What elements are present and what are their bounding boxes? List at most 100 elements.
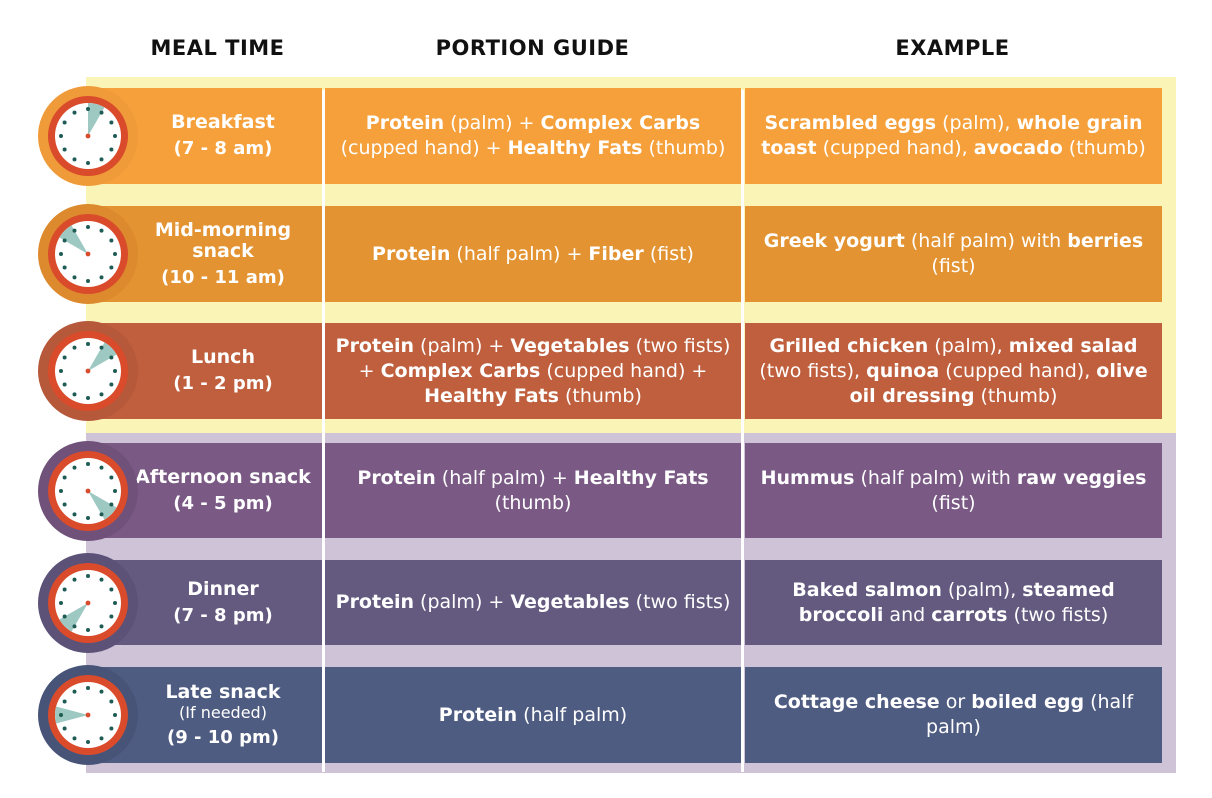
- bold-term: Cottage cheese: [773, 691, 940, 713]
- bold-term: boiled egg: [971, 691, 1085, 713]
- portion-guide-cell: Protein (palm) + Complex Carbs (cupped h…: [325, 88, 741, 184]
- clock-tick: [72, 110, 77, 115]
- example-cell: Hummus (half palm) with raw veggies (fis…: [745, 443, 1162, 538]
- bold-term: Protein: [357, 466, 436, 489]
- example-text: Baked salmon (palm), steamed broccoli an…: [753, 578, 1154, 628]
- plain-text: (palm),: [928, 334, 1009, 357]
- bold-term: Fiber: [588, 242, 644, 265]
- clock-tick: [62, 475, 67, 479]
- bold-term: quinoa: [866, 359, 940, 382]
- plain-text: (palm) +: [414, 591, 511, 613]
- clock-tick: [113, 600, 117, 605]
- example-cell: Baked salmon (palm), steamed broccoli an…: [745, 560, 1162, 645]
- meal-name: Afternoon snack: [135, 465, 311, 488]
- plain-text: (half palm) +: [450, 242, 589, 265]
- bold-term: steamed broccoli: [798, 578, 1115, 626]
- clock-tick: [99, 623, 104, 628]
- example-cell: Scrambled eggs (palm), whole grain toast…: [745, 88, 1162, 184]
- plain-text: (thumb): [494, 491, 572, 514]
- plain-text: (cupped hand),: [816, 137, 974, 159]
- plain-text: (cupped hand) +: [540, 359, 708, 382]
- header-portion-guide: PORTION GUIDE: [435, 36, 630, 60]
- clock-tick: [99, 157, 104, 162]
- plain-text: (fist): [643, 242, 694, 265]
- plain-text: (half palm): [517, 703, 628, 726]
- clock-tick: [86, 225, 90, 229]
- clock-icon: [38, 86, 138, 186]
- clock-tick: [109, 120, 114, 125]
- plain-text: (palm) +: [444, 112, 541, 134]
- clock-tick: [72, 157, 77, 162]
- clock-tick: [72, 577, 77, 582]
- clock-tick: [109, 502, 114, 506]
- bold-term: whole grain toast: [761, 112, 1143, 159]
- plain-text: (fist): [931, 491, 976, 514]
- bold-term: Complex Carbs: [380, 359, 541, 382]
- bold-term: Grilled chicken: [769, 334, 929, 357]
- bold-term: Complex Carbs: [540, 112, 701, 134]
- meal-name: Lunch: [191, 346, 255, 368]
- clock-tick: [109, 147, 114, 152]
- plain-text: (two fists),: [759, 359, 867, 382]
- bold-term: Hummus: [760, 466, 855, 489]
- meal-row-dinner: Dinner (7 - 8 pm) Protein (palm) + Vegetab…: [0, 560, 1212, 645]
- portion-guide-text: Protein (half palm): [439, 703, 627, 728]
- plain-text: (two fists): [629, 591, 731, 613]
- example-text: Cottage cheese or boiled egg (half palm): [753, 690, 1154, 740]
- plain-text: (thumb): [974, 384, 1058, 407]
- plain-text: (palm) +: [414, 334, 511, 357]
- clock-tick: [72, 623, 77, 628]
- clock-tick: [59, 713, 63, 717]
- column-divider: [322, 90, 325, 772]
- clock-tick: [109, 475, 114, 479]
- bold-term: Protein: [438, 703, 518, 726]
- clock-tick: [62, 699, 67, 704]
- plain-text: (cupped hand) +: [340, 137, 508, 159]
- column-divider: [741, 90, 744, 772]
- clock-tick: [99, 275, 104, 280]
- clock-icon: [38, 440, 138, 541]
- example-text: Grilled chicken (palm), mixed salad (two…: [753, 334, 1154, 409]
- bold-term: Protein: [372, 242, 451, 265]
- clock-tick: [99, 110, 104, 115]
- clock-tick: [72, 275, 77, 280]
- plain-text: (palm),: [941, 578, 1023, 601]
- clock-tick: [86, 627, 90, 632]
- portion-guide-cell: Protein (half palm) + Fiber (fist): [325, 206, 741, 302]
- clock-tick: [62, 355, 67, 360]
- clock-tick: [62, 265, 67, 270]
- example-text: Hummus (half palm) with raw veggies (fis…: [753, 466, 1154, 516]
- clock-time-wedge: [88, 490, 117, 520]
- clock-tick: [113, 369, 117, 373]
- clock-tick: [109, 355, 114, 360]
- example-text: Scrambled eggs (palm), whole grain toast…: [753, 111, 1154, 161]
- clock-tick: [99, 465, 104, 470]
- clock-tick: [86, 279, 90, 283]
- clock-tick: [113, 252, 117, 256]
- clock-icon: [38, 204, 138, 304]
- clock-time-wedge: [54, 706, 88, 724]
- bold-term: raw veggies: [1016, 466, 1147, 489]
- header-example: EXAMPLE: [895, 36, 1010, 60]
- plain-text: or: [939, 691, 972, 713]
- bold-term: Healthy Fats: [507, 137, 643, 159]
- bold-term: berries: [1067, 230, 1144, 252]
- clock-tick: [86, 342, 90, 346]
- clock-tick: [109, 614, 114, 618]
- bold-term: Greek yogurt: [763, 230, 905, 252]
- clock-tick: [86, 107, 90, 111]
- bold-term: Baked salmon: [792, 578, 942, 601]
- clock-tick: [99, 689, 104, 694]
- bold-term: Scrambled eggs: [764, 112, 937, 134]
- example-text: Greek yogurt (half palm) with berries (f…: [753, 229, 1154, 279]
- clock-tick: [62, 238, 67, 243]
- clock-tick: [113, 488, 117, 493]
- portion-guide-cell: Protein (half palm): [325, 667, 741, 763]
- clock-tick: [72, 511, 77, 516]
- clock-tick: [59, 252, 63, 256]
- clock-tick: [62, 614, 67, 618]
- meal-row-lunch: Lunch (1 - 2 pm) Protein (palm) + Vegetabl…: [0, 323, 1212, 419]
- clock-tick: [109, 382, 114, 387]
- example-cell: Cottage cheese or boiled egg (half palm): [745, 667, 1162, 763]
